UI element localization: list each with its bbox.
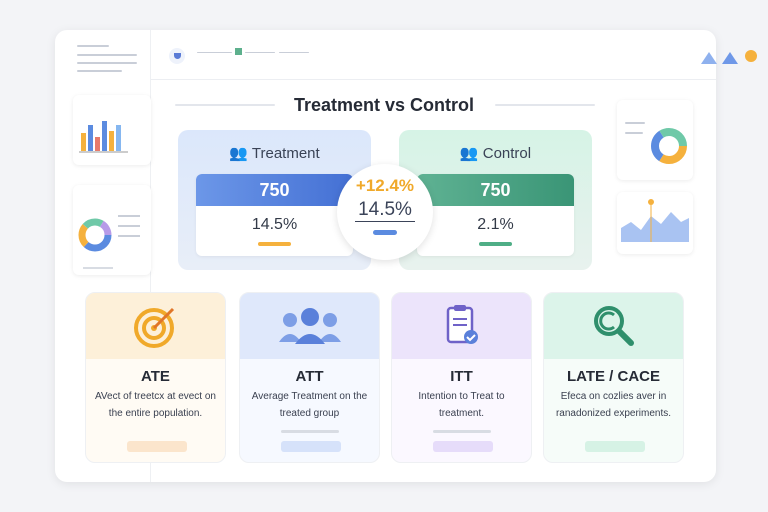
- chart-icon: [235, 48, 242, 55]
- control-rate: 2.1%: [477, 216, 514, 233]
- card-description: Efeca on cozlies aver in ranadonized exp…: [555, 391, 672, 419]
- magnifier-icon: [593, 306, 634, 346]
- card-title: ATE: [141, 368, 170, 385]
- card-ate[interactable]: ATE AVect of treetcx at evect on the ent…: [85, 292, 226, 463]
- clipboard-check-icon: [446, 305, 478, 344]
- control-underline: [479, 242, 512, 246]
- card-title: ATT: [295, 368, 324, 385]
- card-description: AVect of treetcx at evect on the entire …: [95, 391, 216, 419]
- target-icon: [133, 307, 174, 348]
- difference-indicator: [373, 230, 397, 235]
- card-late-cace[interactable]: LATE / CACE Efeca on cozlies aver in ran…: [543, 292, 684, 463]
- divider: [280, 430, 339, 433]
- area-chart-widget[interactable]: [617, 192, 693, 254]
- donut-widget[interactable]: [617, 100, 693, 180]
- mountain-icon[interactable]: [722, 52, 738, 64]
- group-icon: 👥: [229, 145, 248, 162]
- donut-chart-icon: [78, 215, 140, 269]
- notification-dot-icon[interactable]: [745, 50, 757, 62]
- card-description: Average Treatment on the treated group: [251, 391, 368, 419]
- sidebar-donut-widget[interactable]: [73, 185, 151, 275]
- treatment-label: Treatment: [251, 145, 320, 162]
- treatment-rate: 14.5%: [251, 216, 298, 233]
- control-label: Control: [482, 145, 532, 162]
- difference-value: 14.5%: [355, 199, 415, 222]
- card-button[interactable]: [585, 441, 645, 452]
- users-icon: [278, 308, 341, 344]
- treatment-count: 750: [196, 174, 353, 206]
- card-title: ITT: [450, 368, 473, 385]
- lift-value: +12.4%: [355, 176, 415, 195]
- card-title: LATE / CACE: [566, 368, 661, 385]
- card-att[interactable]: ATT Average Treatment on the treated gro…: [239, 292, 380, 463]
- area-chart-icon: [621, 199, 689, 242]
- card-button[interactable]: [433, 441, 493, 452]
- card-button[interactable]: [127, 441, 187, 452]
- difference-badge: +12.4% 14.5%: [337, 164, 433, 260]
- card-description: Intention to Treat to treatment.: [418, 391, 505, 419]
- bar-chart-icon: [79, 121, 128, 153]
- treatment-underline: [258, 242, 291, 246]
- sidebar-bar-chart-widget[interactable]: [73, 95, 151, 165]
- shield-icon[interactable]: [169, 48, 185, 64]
- page-title: Treatment vs Control: [293, 95, 475, 115]
- donut-chart-icon: [651, 128, 687, 164]
- card-itt[interactable]: ITT Intention to Treat to treatment.: [391, 292, 532, 463]
- sidebar: [55, 30, 151, 482]
- header-bar: [151, 30, 757, 80]
- control-count: 750: [417, 174, 574, 206]
- divider: [432, 430, 491, 433]
- mountain-icon[interactable]: [701, 52, 717, 64]
- card-button[interactable]: [281, 441, 341, 452]
- group-icon: 👥: [459, 145, 479, 162]
